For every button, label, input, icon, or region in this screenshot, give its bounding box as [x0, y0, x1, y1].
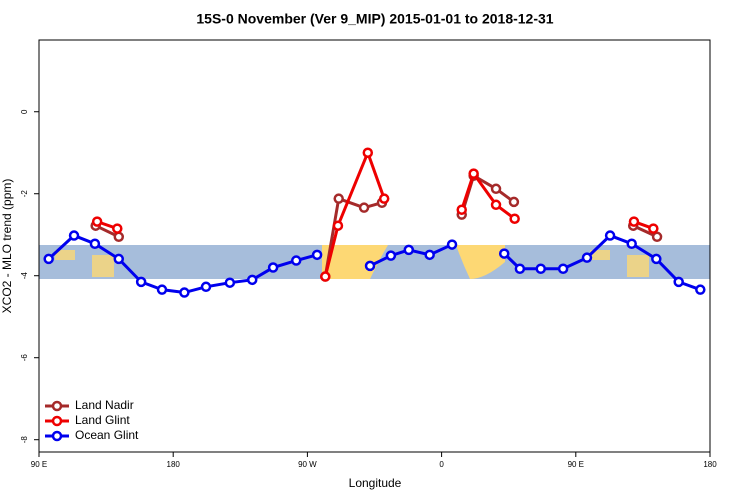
- point: [490, 183, 502, 195]
- x-tick-label: 0: [439, 460, 444, 469]
- point: [695, 284, 706, 295]
- land-patch: [627, 255, 649, 277]
- land-patch: [590, 250, 610, 260]
- point: [581, 252, 593, 263]
- point: [651, 253, 662, 265]
- point: [424, 249, 435, 261]
- y-tick-label: -4: [20, 272, 29, 280]
- legend-label: Ocean Glint: [75, 428, 139, 442]
- point: [557, 263, 569, 275]
- y-tick-label: -8: [20, 436, 29, 444]
- chart-title: 15S-0 November (Ver 9_MIP) 2015-01-01 to…: [196, 11, 553, 27]
- land-patch: [55, 250, 75, 260]
- point: [333, 193, 344, 204]
- legend-label: Land Nadir: [75, 398, 134, 412]
- legend-marker: [51, 430, 63, 442]
- point: [535, 263, 547, 275]
- point: [113, 231, 125, 243]
- legend-marker: [51, 400, 63, 412]
- point: [385, 250, 397, 261]
- point: [224, 277, 236, 288]
- point: [498, 248, 510, 259]
- point: [332, 220, 344, 231]
- series-line: [96, 148, 654, 277]
- latitude-band: [39, 245, 710, 279]
- point: [156, 284, 168, 295]
- point: [490, 199, 502, 211]
- point: [91, 216, 103, 227]
- y-tick-label: 0: [20, 109, 29, 114]
- point: [358, 202, 370, 213]
- legend-label: Land Glint: [75, 413, 130, 427]
- y-axis-label: XCO2 - MLO trend (ppm): [0, 179, 14, 314]
- x-tick-label: 180: [703, 460, 717, 469]
- y-tick-label: -2: [20, 190, 29, 198]
- land-patch: [370, 245, 388, 279]
- point: [651, 231, 663, 243]
- point: [508, 196, 520, 208]
- point: [604, 230, 616, 241]
- point: [362, 147, 374, 158]
- point: [311, 249, 323, 261]
- series-line: [95, 173, 658, 277]
- point: [648, 223, 659, 234]
- point: [468, 168, 479, 179]
- point: [378, 193, 390, 204]
- point: [673, 276, 684, 288]
- point: [112, 223, 123, 234]
- point: [626, 238, 637, 249]
- point: [628, 216, 640, 227]
- point: [179, 287, 190, 298]
- point: [246, 274, 258, 286]
- x-tick-label: 90 W: [298, 460, 317, 469]
- point: [403, 244, 415, 256]
- x-axis-label: Longitude: [349, 476, 402, 490]
- x-tick-label: 180: [167, 460, 181, 469]
- point: [320, 271, 331, 282]
- point: [446, 239, 458, 250]
- legend-marker: [51, 415, 63, 427]
- plot-frame: [38, 39, 711, 453]
- point: [267, 262, 279, 273]
- point: [514, 263, 526, 275]
- land-patch: [92, 255, 114, 277]
- point: [290, 255, 302, 266]
- point: [456, 204, 467, 215]
- point: [113, 253, 125, 265]
- point: [135, 276, 147, 288]
- point: [68, 230, 80, 241]
- point: [509, 213, 520, 224]
- point: [89, 238, 101, 249]
- x-tick-label: 90 E: [31, 460, 47, 469]
- x-tick-label: 90 E: [568, 460, 584, 469]
- point: [43, 253, 54, 265]
- y-tick-label: -6: [20, 354, 29, 362]
- point: [364, 260, 376, 272]
- point: [200, 281, 212, 293]
- land-patch: [456, 245, 505, 279]
